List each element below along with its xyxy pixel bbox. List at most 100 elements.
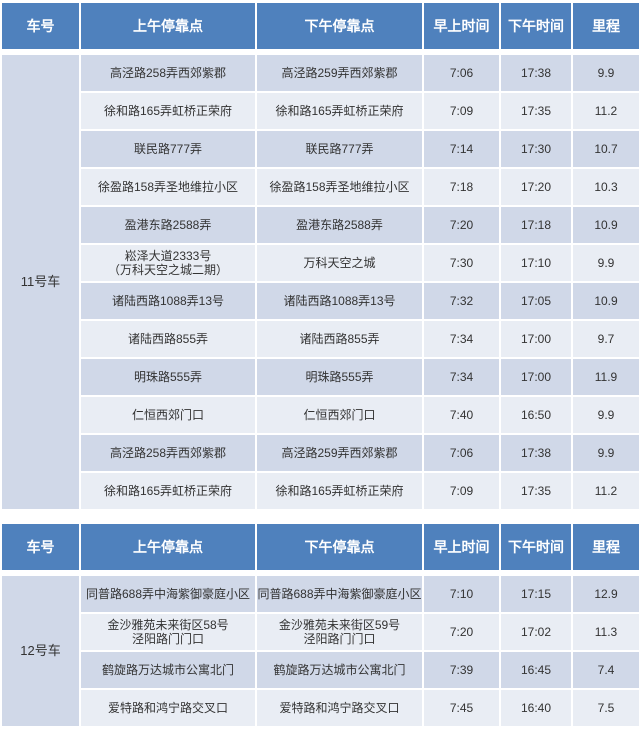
distance-cell: 12.9 bbox=[573, 576, 639, 612]
pm-time-cell: 17:02 bbox=[501, 614, 571, 650]
am-stop-cell: 高泾路258弄西郊紫郡 bbox=[81, 55, 255, 91]
am-stop-cell: 联民路777弄 bbox=[81, 131, 255, 167]
pm-time-cell: 17:38 bbox=[501, 55, 571, 91]
header-car: 车号 bbox=[2, 524, 79, 570]
pm-stop-cell: 徐和路165弄虹桥正荣府 bbox=[257, 473, 422, 509]
header-car: 车号 bbox=[2, 3, 79, 49]
pm-stop-cell: 盈港东路2588弄 bbox=[257, 207, 422, 243]
pm-time-cell: 17:30 bbox=[501, 131, 571, 167]
am-stop-cell: 仁恒西郊门口 bbox=[81, 397, 255, 433]
am-stop-cell: 诸陆西路1088弄13号 bbox=[81, 283, 255, 319]
am-stop-cell: 徐和路165弄虹桥正荣府 bbox=[81, 473, 255, 509]
am-time-cell: 7:30 bbox=[424, 245, 499, 281]
distance-cell: 11.3 bbox=[573, 614, 639, 650]
am-stop-cell: 崧泽大道2333号 （万科天空之城二期） bbox=[81, 245, 255, 281]
table-row: 11号车 高泾路258弄西郊紫郡 高泾路259弄西郊紫郡 7:06 17:38 9.9 bbox=[2, 55, 639, 509]
distance-cell: 10.3 bbox=[573, 169, 639, 205]
header-pm-stop: 下午停靠点 bbox=[257, 524, 422, 570]
am-time-cell: 7:20 bbox=[424, 207, 499, 243]
am-time-cell: 7:09 bbox=[424, 473, 499, 509]
header-pm-stop: 下午停靠点 bbox=[257, 3, 422, 49]
pm-stop-cell: 徐盈路158弄圣地维拉小区 bbox=[257, 169, 422, 205]
pm-time-cell: 17:10 bbox=[501, 245, 571, 281]
pm-stop-cell: 爱特路和鸿宁路交叉口 bbox=[257, 690, 422, 726]
am-time-cell: 7:32 bbox=[424, 283, 499, 319]
pm-stop-cell: 鹤旋路万达城市公寓北门 bbox=[257, 652, 422, 688]
am-time-cell: 7:06 bbox=[424, 55, 499, 91]
table-row: 12号车 同普路688弄中海紫御豪庭小区 同普路688弄中海紫御豪庭小区 7:10 17… bbox=[2, 576, 639, 726]
car-number-cell: 12号车 bbox=[2, 576, 79, 726]
header-row: 车号 上午停靠点 下午停靠点 早上时间 下午时间 里程 bbox=[2, 524, 639, 570]
am-stop-cell: 诸陆西路855弄 bbox=[81, 321, 255, 357]
spacer bbox=[2, 572, 639, 574]
distance-cell: 9.9 bbox=[573, 435, 639, 471]
am-time-cell: 7:34 bbox=[424, 359, 499, 395]
table-row: 爱特路和鸿宁路交叉口 爱特路和鸿宁路交叉口 7:45 16:40 7.5 bbox=[2, 690, 639, 726]
am-time-cell: 7:14 bbox=[424, 131, 499, 167]
am-stop-cell: 明珠路555弄 bbox=[81, 359, 255, 395]
pm-time-cell: 16:50 bbox=[501, 397, 571, 433]
pm-time-cell: 17:38 bbox=[501, 435, 571, 471]
pm-stop-cell: 万科天空之城 bbox=[257, 245, 422, 281]
table-row: 仁恒西郊门口 仁恒西郊门口 7:40 16:50 9.9 bbox=[2, 397, 639, 433]
am-time-cell: 7:10 bbox=[424, 576, 499, 612]
pm-time-cell: 17:15 bbox=[501, 576, 571, 612]
am-stop-cell: 同普路688弄中海紫御豪庭小区 bbox=[81, 576, 255, 612]
header-distance: 里程 bbox=[573, 524, 639, 570]
pm-stop-cell: 诸陆西路1088弄13号 bbox=[257, 283, 422, 319]
am-stop-cell: 鹤旋路万达城市公寓北门 bbox=[81, 652, 255, 688]
am-stop-cell: 徐盈路158弄圣地维拉小区 bbox=[81, 169, 255, 205]
bus-schedule-table-12: 车号 上午停靠点 下午停靠点 早上时间 下午时间 里程 12号车 同普路688弄中海紫御豪庭小… bbox=[0, 522, 641, 728]
am-time-cell: 7:06 bbox=[424, 435, 499, 471]
header-am-time: 早上时间 bbox=[424, 524, 499, 570]
distance-cell: 7.5 bbox=[573, 690, 639, 726]
pm-stop-cell: 诸陆西路855弄 bbox=[257, 321, 422, 357]
am-time-cell: 7:39 bbox=[424, 652, 499, 688]
am-time-cell: 7:20 bbox=[424, 614, 499, 650]
am-time-cell: 7:34 bbox=[424, 321, 499, 357]
distance-cell: 10.9 bbox=[573, 207, 639, 243]
table-row: 联民路777弄 联民路777弄 7:14 17:30 10.7 bbox=[2, 131, 639, 167]
distance-cell: 10.9 bbox=[573, 283, 639, 319]
pm-time-cell: 16:40 bbox=[501, 690, 571, 726]
table-row: 崧泽大道2333号 （万科天空之城二期） 万科天空之城 7:30 17:10 9.9 bbox=[2, 245, 639, 281]
distance-cell: 9.9 bbox=[573, 397, 639, 433]
header-pm-time: 下午时间 bbox=[501, 524, 571, 570]
distance-cell: 9.7 bbox=[573, 321, 639, 357]
pm-stop-cell: 高泾路259弄西郊紫郡 bbox=[257, 435, 422, 471]
table-row: 徐和路165弄虹桥正荣府 徐和路165弄虹桥正荣府 7:09 17:35 11.2 bbox=[2, 93, 639, 129]
pm-time-cell: 17:00 bbox=[501, 321, 571, 357]
am-time-cell: 7:45 bbox=[424, 690, 499, 726]
pm-stop-cell: 联民路777弄 bbox=[257, 131, 422, 167]
distance-cell: 7.4 bbox=[573, 652, 639, 688]
car-number-cell: 11号车 bbox=[2, 55, 79, 509]
am-stop-cell: 爱特路和鸿宁路交叉口 bbox=[81, 690, 255, 726]
am-stop-cell: 盈港东路2588弄 bbox=[81, 207, 255, 243]
distance-cell: 11.2 bbox=[573, 473, 639, 509]
spacer bbox=[2, 51, 639, 53]
pm-stop-cell: 仁恒西郊门口 bbox=[257, 397, 422, 433]
am-time-cell: 7:18 bbox=[424, 169, 499, 205]
am-time-cell: 7:09 bbox=[424, 93, 499, 129]
am-stop-cell: 高泾路258弄西郊紫郡 bbox=[81, 435, 255, 471]
pm-stop-cell: 明珠路555弄 bbox=[257, 359, 422, 395]
header-distance: 里程 bbox=[573, 3, 639, 49]
header-pm-time: 下午时间 bbox=[501, 3, 571, 49]
distance-cell: 11.9 bbox=[573, 359, 639, 395]
header-am-time: 早上时间 bbox=[424, 3, 499, 49]
distance-cell: 9.9 bbox=[573, 55, 639, 91]
table-row: 诸陆西路855弄 诸陆西路855弄 7:34 17:00 9.7 bbox=[2, 321, 639, 357]
pm-time-cell: 17:35 bbox=[501, 93, 571, 129]
pm-stop-cell: 高泾路259弄西郊紫郡 bbox=[257, 55, 422, 91]
pm-time-cell: 17:20 bbox=[501, 169, 571, 205]
distance-cell: 11.2 bbox=[573, 93, 639, 129]
pm-stop-cell: 徐和路165弄虹桥正荣府 bbox=[257, 93, 422, 129]
header-row: 车号 上午停靠点 下午停靠点 早上时间 下午时间 里程 bbox=[2, 3, 639, 49]
table-row: 金沙雅苑未来街区58号 泾阳路门门口 金沙雅苑未来街区59号 泾阳路门门口 7:20… bbox=[2, 614, 639, 650]
distance-cell: 9.9 bbox=[573, 245, 639, 281]
pm-time-cell: 17:05 bbox=[501, 283, 571, 319]
table-row: 鹤旋路万达城市公寓北门 鹤旋路万达城市公寓北门 7:39 16:45 7.4 bbox=[2, 652, 639, 688]
bus-schedule-table-11: 车号 上午停靠点 下午停靠点 早上时间 下午时间 里程 11号车 高泾路258弄西郊紫郡 高泾路… bbox=[0, 1, 641, 511]
table-row: 明珠路555弄 明珠路555弄 7:34 17:00 11.9 bbox=[2, 359, 639, 395]
pm-stop-cell: 同普路688弄中海紫御豪庭小区 bbox=[257, 576, 422, 612]
